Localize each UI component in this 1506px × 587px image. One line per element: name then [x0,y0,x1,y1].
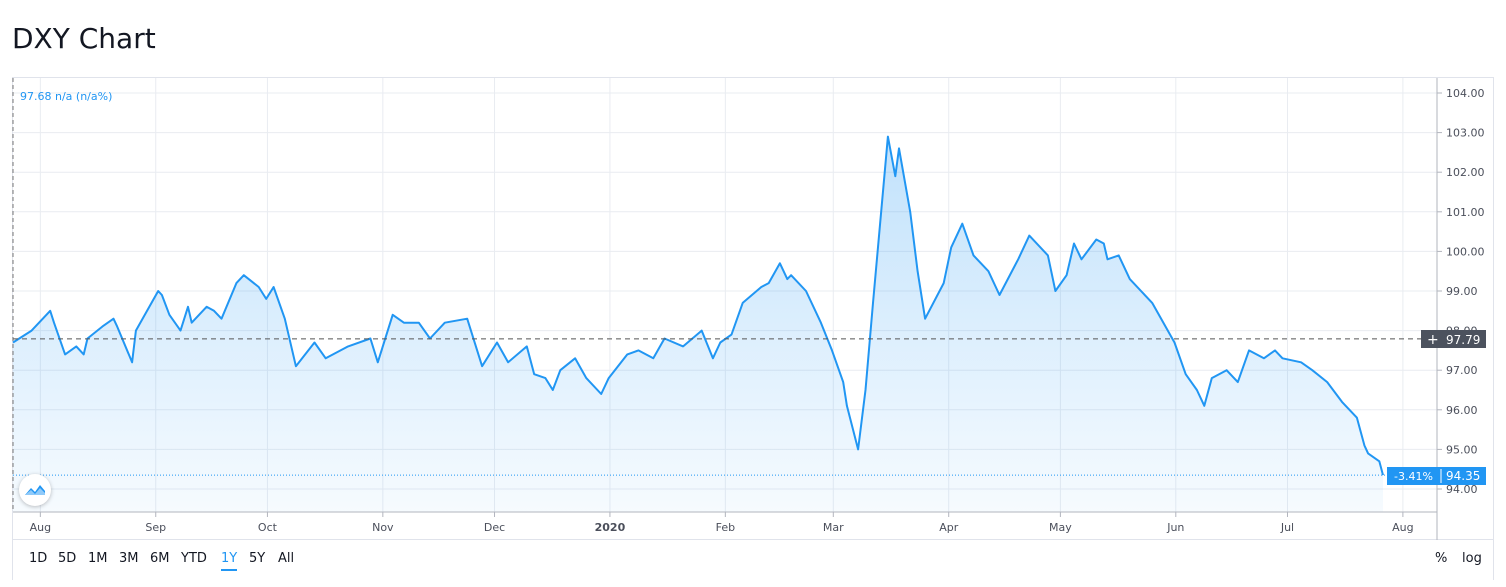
x-tick-label: Jun [1166,521,1184,534]
y-tick-label: 104.00 [1446,87,1485,100]
crosshair-price-label: + 97.79 [1421,330,1486,348]
x-tick-label: 2020 [595,521,626,534]
range-button-5y[interactable]: 5Y [249,551,266,566]
percent-scale-button[interactable]: % [1435,551,1448,566]
last-price-value: 94.35 [1446,469,1480,483]
x-tick-label: Sep [145,521,166,534]
y-tick-label: 95.00 [1446,443,1478,456]
log-scale-button[interactable]: log [1462,551,1482,566]
y-tick-label: 101.00 [1446,206,1485,219]
x-tick-label: Mar [823,521,844,534]
x-tick-label: Aug [30,521,51,534]
range-button-all[interactable]: All [278,551,295,566]
plus-icon: + [1427,332,1439,348]
range-button-1d[interactable]: 1D [29,551,48,566]
range-button-6m[interactable]: 6M [150,551,170,566]
range-button-5d[interactable]: 5D [58,551,77,566]
range-toolbar: 1D 5D 1M 3M 6M YTD 1Y 5Y All % log [12,540,1494,580]
x-tick-label: Oct [258,521,278,534]
range-button-3m[interactable]: 3M [119,551,139,566]
x-tick-label: Apr [939,521,959,534]
y-tick-label: 102.00 [1446,166,1485,179]
y-tick-label: 97.00 [1446,364,1478,377]
x-tick-label: Aug [1392,521,1413,534]
crosshair-price-value: 97.79 [1446,333,1480,347]
change-percent: -3.41% [1394,470,1433,483]
y-tick-label: 103.00 [1446,127,1485,140]
axes: 94.0095.0096.0097.0098.0099.00100.00101.… [13,78,1485,540]
tradingview-logo-icon[interactable] [19,474,51,506]
series-area-fill [13,136,1383,512]
page-title: DXY Chart [12,22,156,55]
x-tick-label: May [1049,521,1072,534]
x-tick-label: Feb [716,521,735,534]
x-tick-label: Jul [1280,521,1294,534]
price-labels: + 97.79 -3.41% 94.35 [1387,330,1486,485]
last-price-label: -3.41% 94.35 [1387,467,1486,485]
series-area [12,135,1384,512]
reference-lines [12,78,1437,512]
range-button-1y[interactable]: 1Y [221,551,238,571]
range-button-ytd[interactable]: YTD [181,551,207,566]
y-tick-label: 96.00 [1446,404,1478,417]
legend-info: 97.68 n/a (n/a%) [20,90,113,103]
y-tick-label: 100.00 [1446,245,1485,258]
y-tick-label: 94.00 [1446,483,1478,496]
chart-area[interactable] [12,77,1494,540]
x-tick-label: Dec [484,521,505,534]
y-tick-label: 99.00 [1446,285,1478,298]
x-tick-label: Nov [372,521,394,534]
range-button-1m[interactable]: 1M [88,551,108,566]
